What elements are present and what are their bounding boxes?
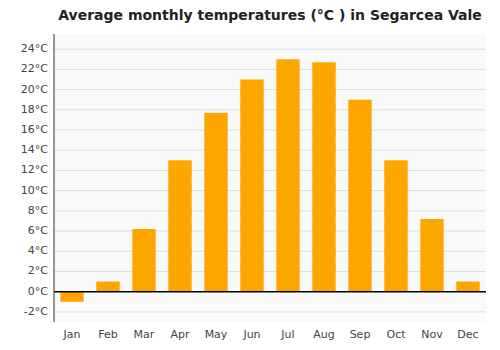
y-tick-label: 18°C [21,103,48,116]
x-tick-label: Jul [280,328,294,341]
bar [132,229,155,292]
grid-line [54,109,486,110]
bar [204,113,227,292]
grid [54,49,486,312]
grid-line [54,89,486,90]
x-tick-label: Jun [242,328,260,341]
x-tick-label: Oct [386,328,406,341]
y-tick-label: -2°C [24,305,48,318]
x-tick-label: Feb [98,328,117,341]
chart-title: Average monthly temperatures (°C ) in Se… [58,7,482,23]
chart-container: Average monthly temperatures (°C ) in Se… [0,0,500,350]
chart: Average monthly temperatures (°C ) in Se… [0,0,500,350]
x-tick-label: Apr [170,328,190,341]
y-axis-line [54,34,55,322]
x-tick-label: Nov [421,328,443,341]
bar [420,219,443,292]
bar [96,282,119,292]
y-tick-labels: -2°C 0°C 2°C 4°C 6°C 8°C 10°C 12°C 14°C 16°C 18°C 2… [21,42,48,318]
grid-line [54,190,486,191]
bar [456,282,479,292]
y-tick-label: 16°C [21,123,48,136]
bar [276,59,299,291]
x-tick-label: Dec [457,328,478,341]
y-tick-label: 24°C [21,42,48,55]
x-tick-label: Jan [63,328,81,341]
y-tick-label: 2°C [28,264,48,277]
x-tick-label: Aug [313,328,334,341]
bars [60,59,479,302]
y-tick-label: 6°C [28,224,48,237]
grid-line [54,69,486,70]
bar [312,62,335,291]
bar [240,79,263,291]
bar [168,160,191,291]
bar [60,292,83,302]
x-tick-label: Mar [134,328,155,341]
grid-line [54,49,486,50]
grid-line [54,150,486,151]
y-tick-label: 10°C [21,184,48,197]
grid-line [54,291,486,292]
y-tick-label: 4°C [28,244,48,257]
y-tick-label: 8°C [28,204,48,217]
grid-line [54,311,486,312]
y-tick-label: 12°C [21,163,48,176]
bar [384,160,407,291]
x-tick-label: Sep [350,328,371,341]
bar [348,100,371,292]
y-tick-label: 20°C [21,83,48,96]
x-tick-labels: Jan Feb Mar Apr May Jun Jul Aug Sep Oct Nov Dec [63,328,479,341]
grid-line [54,170,486,171]
x-tick-label: May [205,328,228,341]
y-tick-label: 22°C [21,62,48,75]
y-tick-label: 0°C [28,285,48,298]
y-tick-label: 14°C [21,143,48,156]
zero-line [54,291,486,293]
plot-background [54,34,486,322]
grid-line [54,210,486,211]
grid-line [54,130,486,131]
